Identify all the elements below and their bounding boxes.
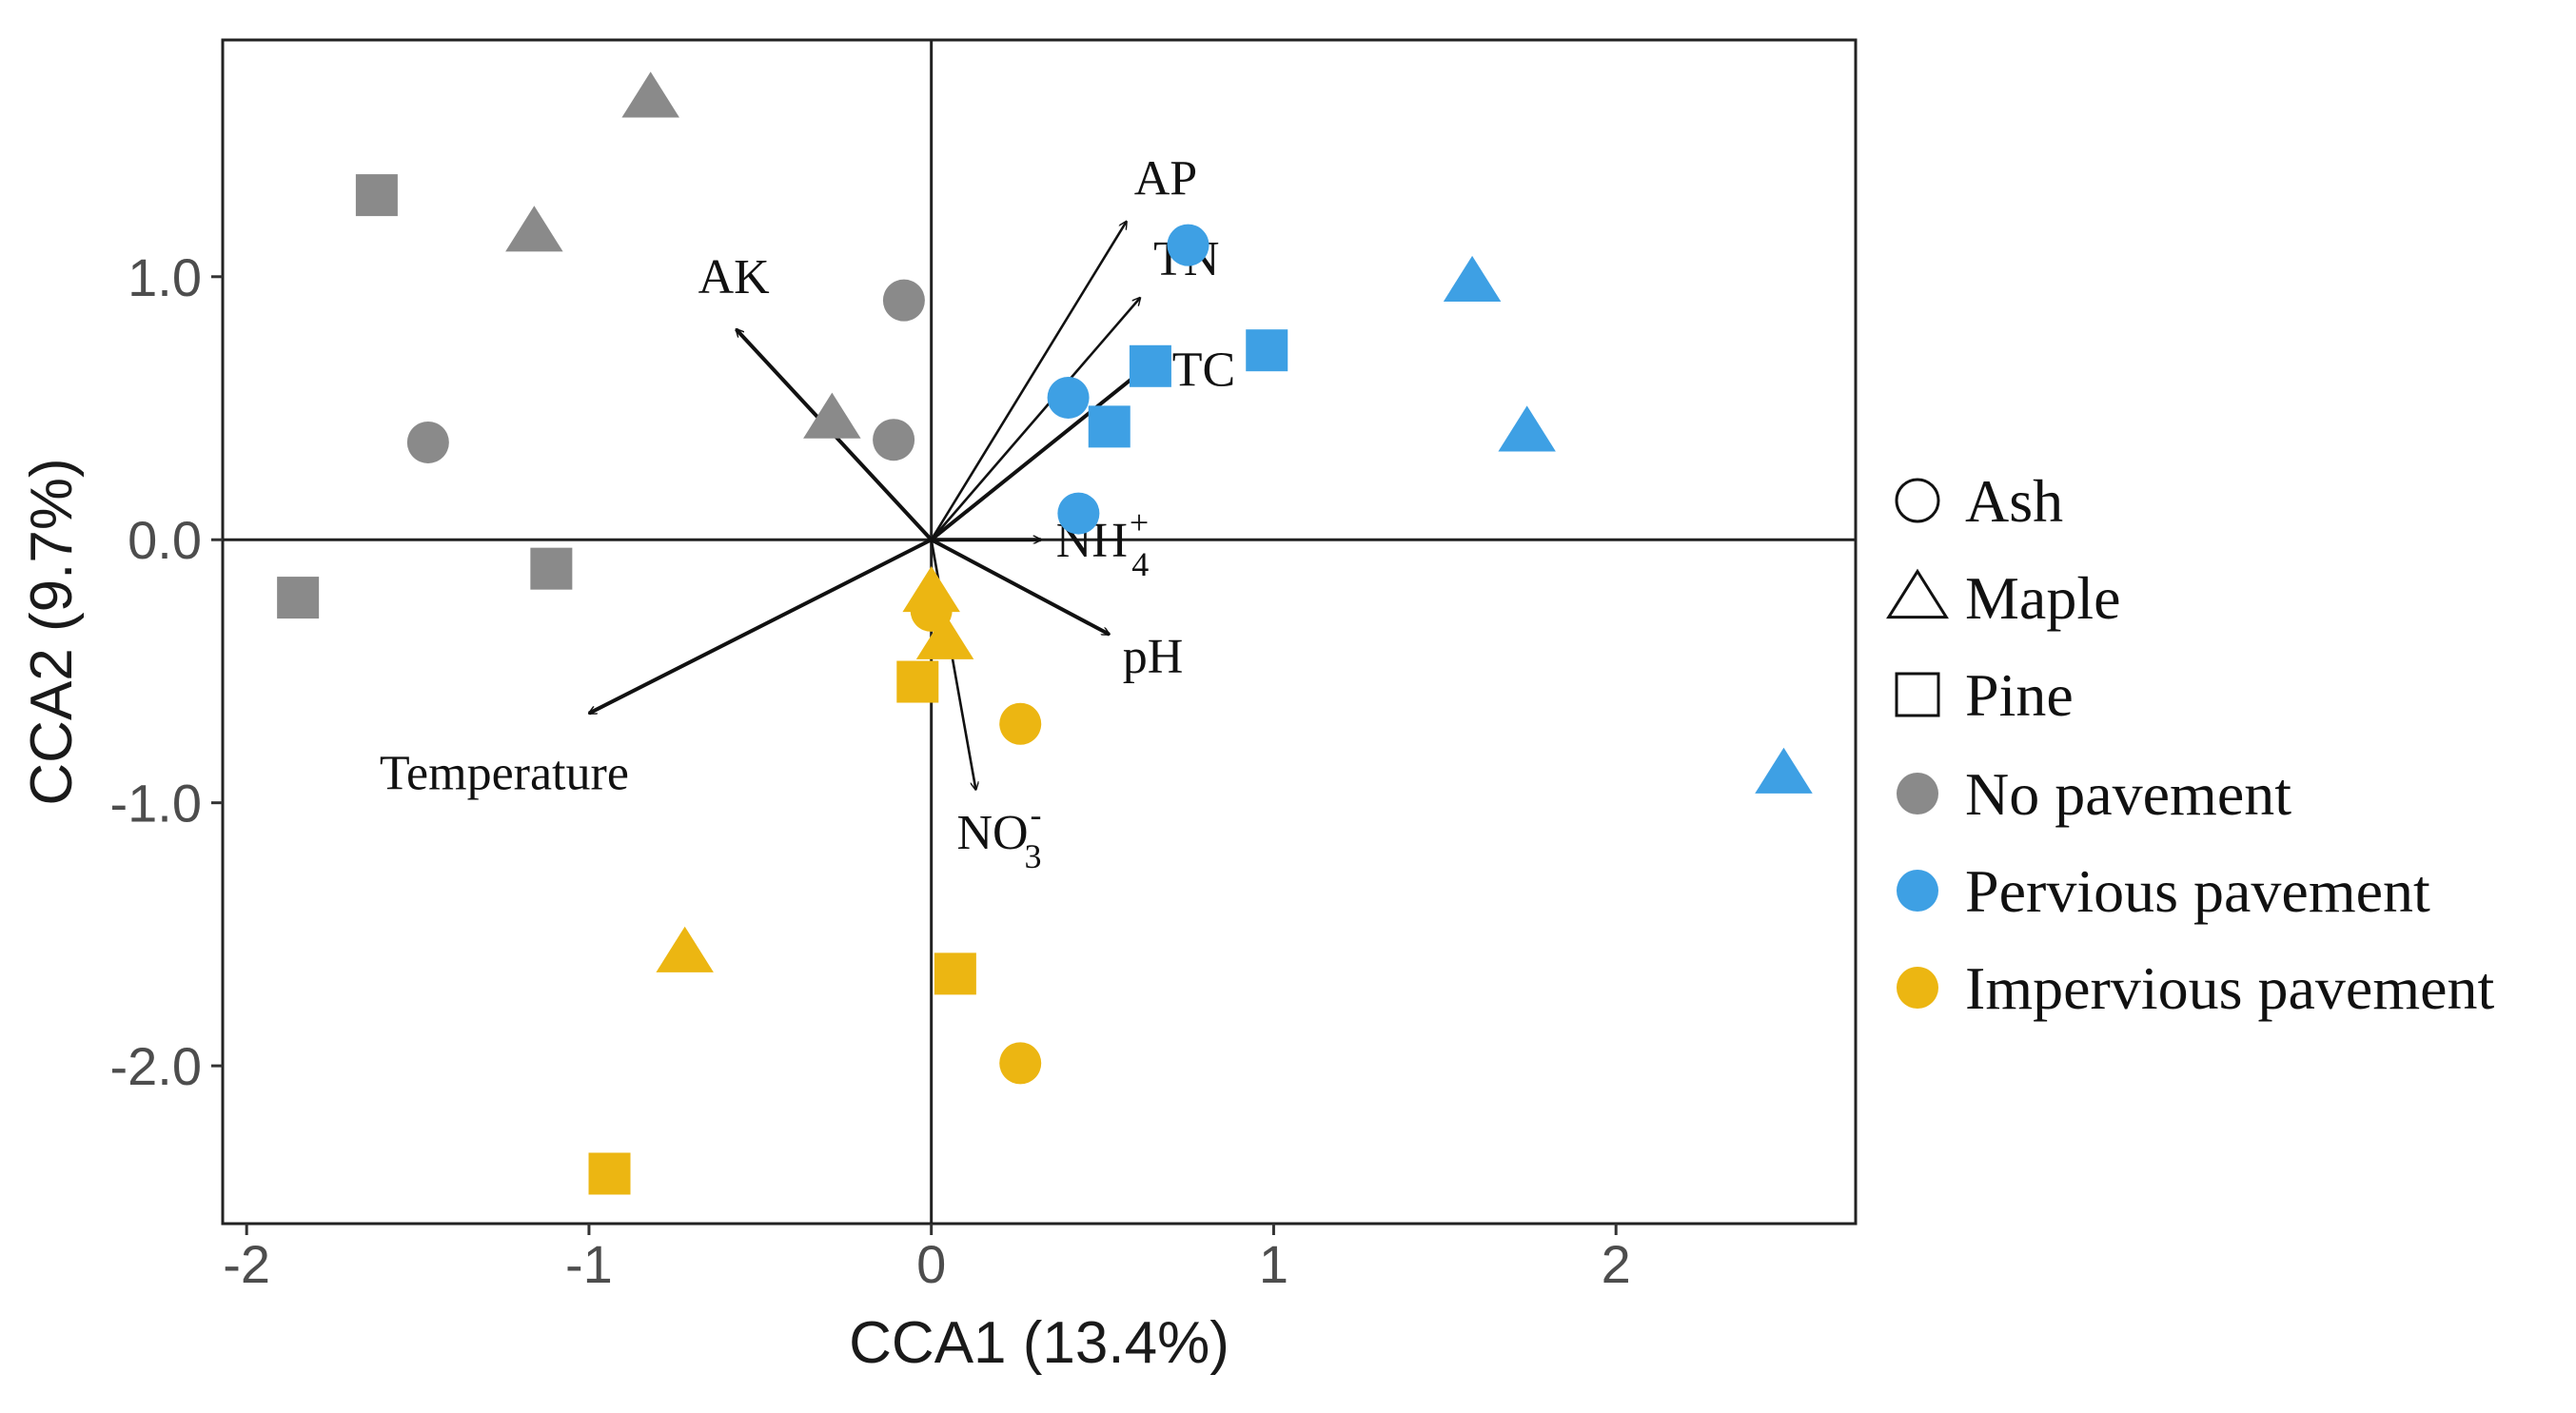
y-tick-label: 0.0 (128, 510, 202, 570)
point-no-pavement-square (277, 577, 320, 619)
point-no-pavement-triangle (621, 71, 679, 118)
y-tick-label: -2.0 (110, 1036, 203, 1096)
point-pervious-triangle (1755, 747, 1813, 794)
x-tick-label: -2 (223, 1234, 270, 1294)
vector-arrow-tc (930, 356, 1161, 541)
legend-label-pine: Pine (1965, 661, 2074, 729)
point-pervious-square (1129, 344, 1171, 387)
legend: Ash Maple Pine No pavement Pervious pavement… (1886, 467, 2495, 1022)
vector-arrow-tn (930, 298, 1140, 541)
point-impervious-square (896, 660, 939, 703)
legend-swatch-impervious (1897, 967, 1938, 1009)
legend-label-no-pavement: No pavement (1965, 760, 2291, 828)
point-no-pavement-triangle (505, 206, 563, 252)
legend-swatch-pervious (1897, 870, 1938, 912)
point-pervious-triangle (1443, 255, 1502, 302)
x-axis: -2 -1 0 1 2 (223, 1224, 1631, 1294)
panel-background (223, 40, 1856, 1224)
legend-label-maple: Maple (1965, 564, 2121, 632)
sample-points (277, 71, 1813, 1195)
x-tick-label: 2 (1602, 1234, 1631, 1294)
x-tick-label: 1 (1259, 1234, 1288, 1294)
legend-shape-maple (1886, 568, 1949, 619)
vector-label-ph: pH (1123, 630, 1184, 684)
vector-label-ak: AK (698, 250, 771, 304)
point-no-pavement-square (355, 174, 398, 217)
vector-arrow-temperature (589, 538, 933, 716)
point-no-pavement-circle (873, 419, 915, 461)
y-axis: -2.0 -1.0 0.0 1.0 (110, 247, 223, 1096)
point-pervious-circle (1167, 224, 1209, 266)
x-tick-label: 0 (916, 1234, 946, 1294)
legend-shape-ash (1895, 478, 1940, 523)
x-tick-label: -1 (565, 1234, 613, 1294)
point-pervious-square (1246, 329, 1288, 372)
vector-label-temperature: Temperature (380, 747, 629, 801)
legend-label-impervious: Impervious pavement (1965, 954, 2495, 1022)
legend-shape-pine (1895, 672, 1940, 717)
legend-label-pervious: Pervious pavement (1965, 857, 2430, 925)
point-no-pavement-triangle (803, 392, 861, 439)
point-impervious-circle (999, 1042, 1042, 1085)
panel-border (221, 38, 1858, 1226)
y-tick-label: -1.0 (110, 774, 203, 834)
legend-label-ash: Ash (1965, 467, 2063, 535)
point-impervious-triangle (656, 926, 714, 972)
point-no-pavement-circle (406, 421, 449, 463)
vector-arrow-ph (930, 538, 1110, 637)
point-impervious-circle (999, 702, 1042, 745)
vector-label-ap: AP (1134, 152, 1197, 206)
point-impervious-square (588, 1152, 631, 1195)
x-axis-title: CCA1 (13.4%) (849, 1310, 1229, 1376)
y-axis-title: CCA2 (9.7%) (19, 458, 85, 805)
point-pervious-circle (1057, 492, 1100, 535)
point-no-pavement-circle (882, 279, 925, 322)
vector-arrow-ap (930, 222, 1127, 540)
point-no-pavement-square (530, 547, 573, 590)
point-pervious-triangle (1498, 405, 1556, 452)
legend-swatch-no-pavement (1897, 773, 1938, 814)
vector-label-tc: TC (1172, 343, 1235, 398)
point-pervious-circle (1047, 376, 1090, 419)
point-impervious-triangle (915, 613, 974, 659)
point-pervious-square (1088, 405, 1131, 448)
point-impervious-square (934, 952, 976, 995)
y-tick-label: 1.0 (128, 247, 202, 307)
vector-label-no: NO-3 (956, 795, 1041, 875)
